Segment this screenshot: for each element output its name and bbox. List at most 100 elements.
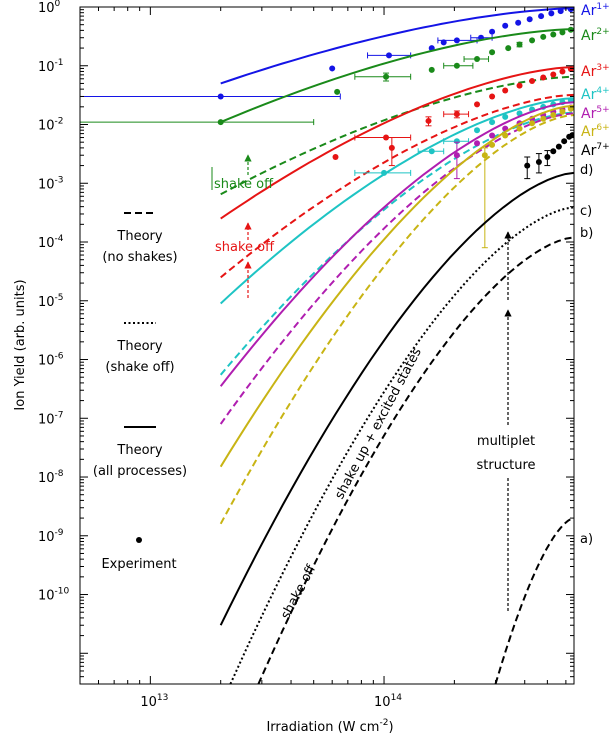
series-ar-6plus <box>219 104 574 525</box>
data-point <box>548 10 555 17</box>
annotation-shake-off-black: shake off <box>278 562 319 622</box>
series-label-ar-7plus: Ar7+ <box>581 142 610 159</box>
series-label-ar-5plus: Ar5+ <box>581 105 610 122</box>
y-tick-label: 10-9 <box>38 528 64 545</box>
data-point <box>529 120 536 127</box>
data-point <box>550 31 557 38</box>
legend-entry-solid: Theory (all processes) <box>93 426 187 479</box>
series-ar-2plus <box>80 26 574 196</box>
curve-label-b: b) <box>580 226 593 241</box>
legend-sublabel: (all processes) <box>93 464 187 479</box>
data-point <box>567 66 574 73</box>
legend-entry-dotted: Theory (shake off) <box>105 322 175 375</box>
series-label-ar-3plus: Ar3+ <box>581 63 610 80</box>
data-point <box>334 88 341 95</box>
data-point <box>474 127 481 134</box>
data-point <box>489 93 496 100</box>
y-tick-label: 10-4 <box>38 234 64 251</box>
data-point <box>489 119 496 126</box>
series-ar-3plus <box>220 66 574 279</box>
theory-curve-solid <box>219 104 574 468</box>
data-point <box>502 132 509 139</box>
data-point <box>489 132 496 139</box>
legend-entry-marker: Experiment <box>101 537 177 572</box>
data-point <box>502 113 509 120</box>
theory-curve-dashed <box>219 114 574 525</box>
data-point <box>489 28 496 35</box>
theory-curve-dashed <box>219 111 574 376</box>
data-point <box>524 162 531 169</box>
curve-label-a: a) <box>580 532 593 547</box>
data-point <box>489 141 496 148</box>
y-tick-label: 10-5 <box>38 293 64 310</box>
legend-label: Theory <box>116 339 162 354</box>
theory-curve-solid <box>220 97 574 305</box>
legend-label: Experiment <box>101 557 176 572</box>
data-point <box>516 41 523 48</box>
legend-entry-dashed: Theory (no shakes) <box>102 212 178 265</box>
theory-curve-solid <box>220 66 574 220</box>
y-tick-label: 10-8 <box>38 469 64 486</box>
theory-curve-solid <box>219 171 574 626</box>
series-label-ar-1plus: Ar1+ <box>581 2 610 19</box>
theory-curve-solid <box>220 28 574 124</box>
data-point <box>540 115 547 122</box>
data-point <box>502 87 509 94</box>
data-point <box>425 117 432 124</box>
data-point <box>559 108 566 115</box>
series-ar-7plus <box>219 132 574 684</box>
data-point <box>555 143 562 150</box>
y-tick-label: 100 <box>38 0 61 16</box>
x-axis-label: Irradiation (W cm-2) <box>266 718 393 735</box>
data-point <box>538 13 545 20</box>
data-point <box>383 73 390 80</box>
y-tick-label: 10-3 <box>38 175 64 192</box>
data-point <box>540 33 547 40</box>
data-point <box>559 29 566 36</box>
y-tick-label: 10-6 <box>38 352 64 369</box>
data-point <box>505 45 512 52</box>
data-point <box>550 148 557 155</box>
data-point <box>474 56 481 63</box>
legend-sublabel: (shake off) <box>105 360 174 375</box>
y-tick-label: 10-2 <box>38 117 64 134</box>
x-tick-label: 1014 <box>374 693 402 710</box>
annotation-multiplet: multiplet <box>477 434 535 449</box>
data-point <box>567 26 574 33</box>
data-point <box>515 19 522 26</box>
data-point <box>489 49 496 56</box>
data-point <box>217 119 224 126</box>
annotation-shake-off-green: shake off <box>214 177 274 192</box>
annotation-structure: structure <box>477 458 536 473</box>
curve-label-d: d) <box>580 163 593 178</box>
axes <box>79 6 574 685</box>
plot-frame <box>79 6 575 685</box>
theory-curve-dashed <box>220 75 574 196</box>
data-point <box>383 134 390 141</box>
data-point <box>550 71 557 78</box>
series-label-ar-4plus: Ar4+ <box>581 86 610 103</box>
data-point <box>561 138 568 145</box>
y-axis-label: Ion Yield (arb. units) <box>13 279 28 410</box>
theory-curve-dashed <box>220 93 574 279</box>
legend-sublabel: (no shakes) <box>102 250 177 265</box>
theory-curve-dashed <box>257 236 574 684</box>
theory-curve-solid <box>220 7 574 85</box>
theory-curve-solid <box>219 101 574 387</box>
data-point <box>453 111 460 118</box>
annotation-shake-up: shake up + excited states <box>332 345 425 501</box>
annotation-shake-off-red: shake off <box>215 240 275 255</box>
data-point <box>385 52 392 59</box>
data-point <box>332 153 339 160</box>
y-tick-label: 10-1 <box>38 58 64 75</box>
curve-label-c: c) <box>580 204 592 219</box>
data-point <box>453 37 460 44</box>
series-label-ar-6plus: Ar6+ <box>581 123 610 140</box>
data-point <box>516 82 523 89</box>
series-label-ar-2plus: Ar2+ <box>581 27 610 44</box>
theory-curve-dotted <box>229 206 574 684</box>
data-point <box>550 112 557 119</box>
y-tick-label: 10-10 <box>38 587 70 604</box>
data-point <box>474 140 481 147</box>
